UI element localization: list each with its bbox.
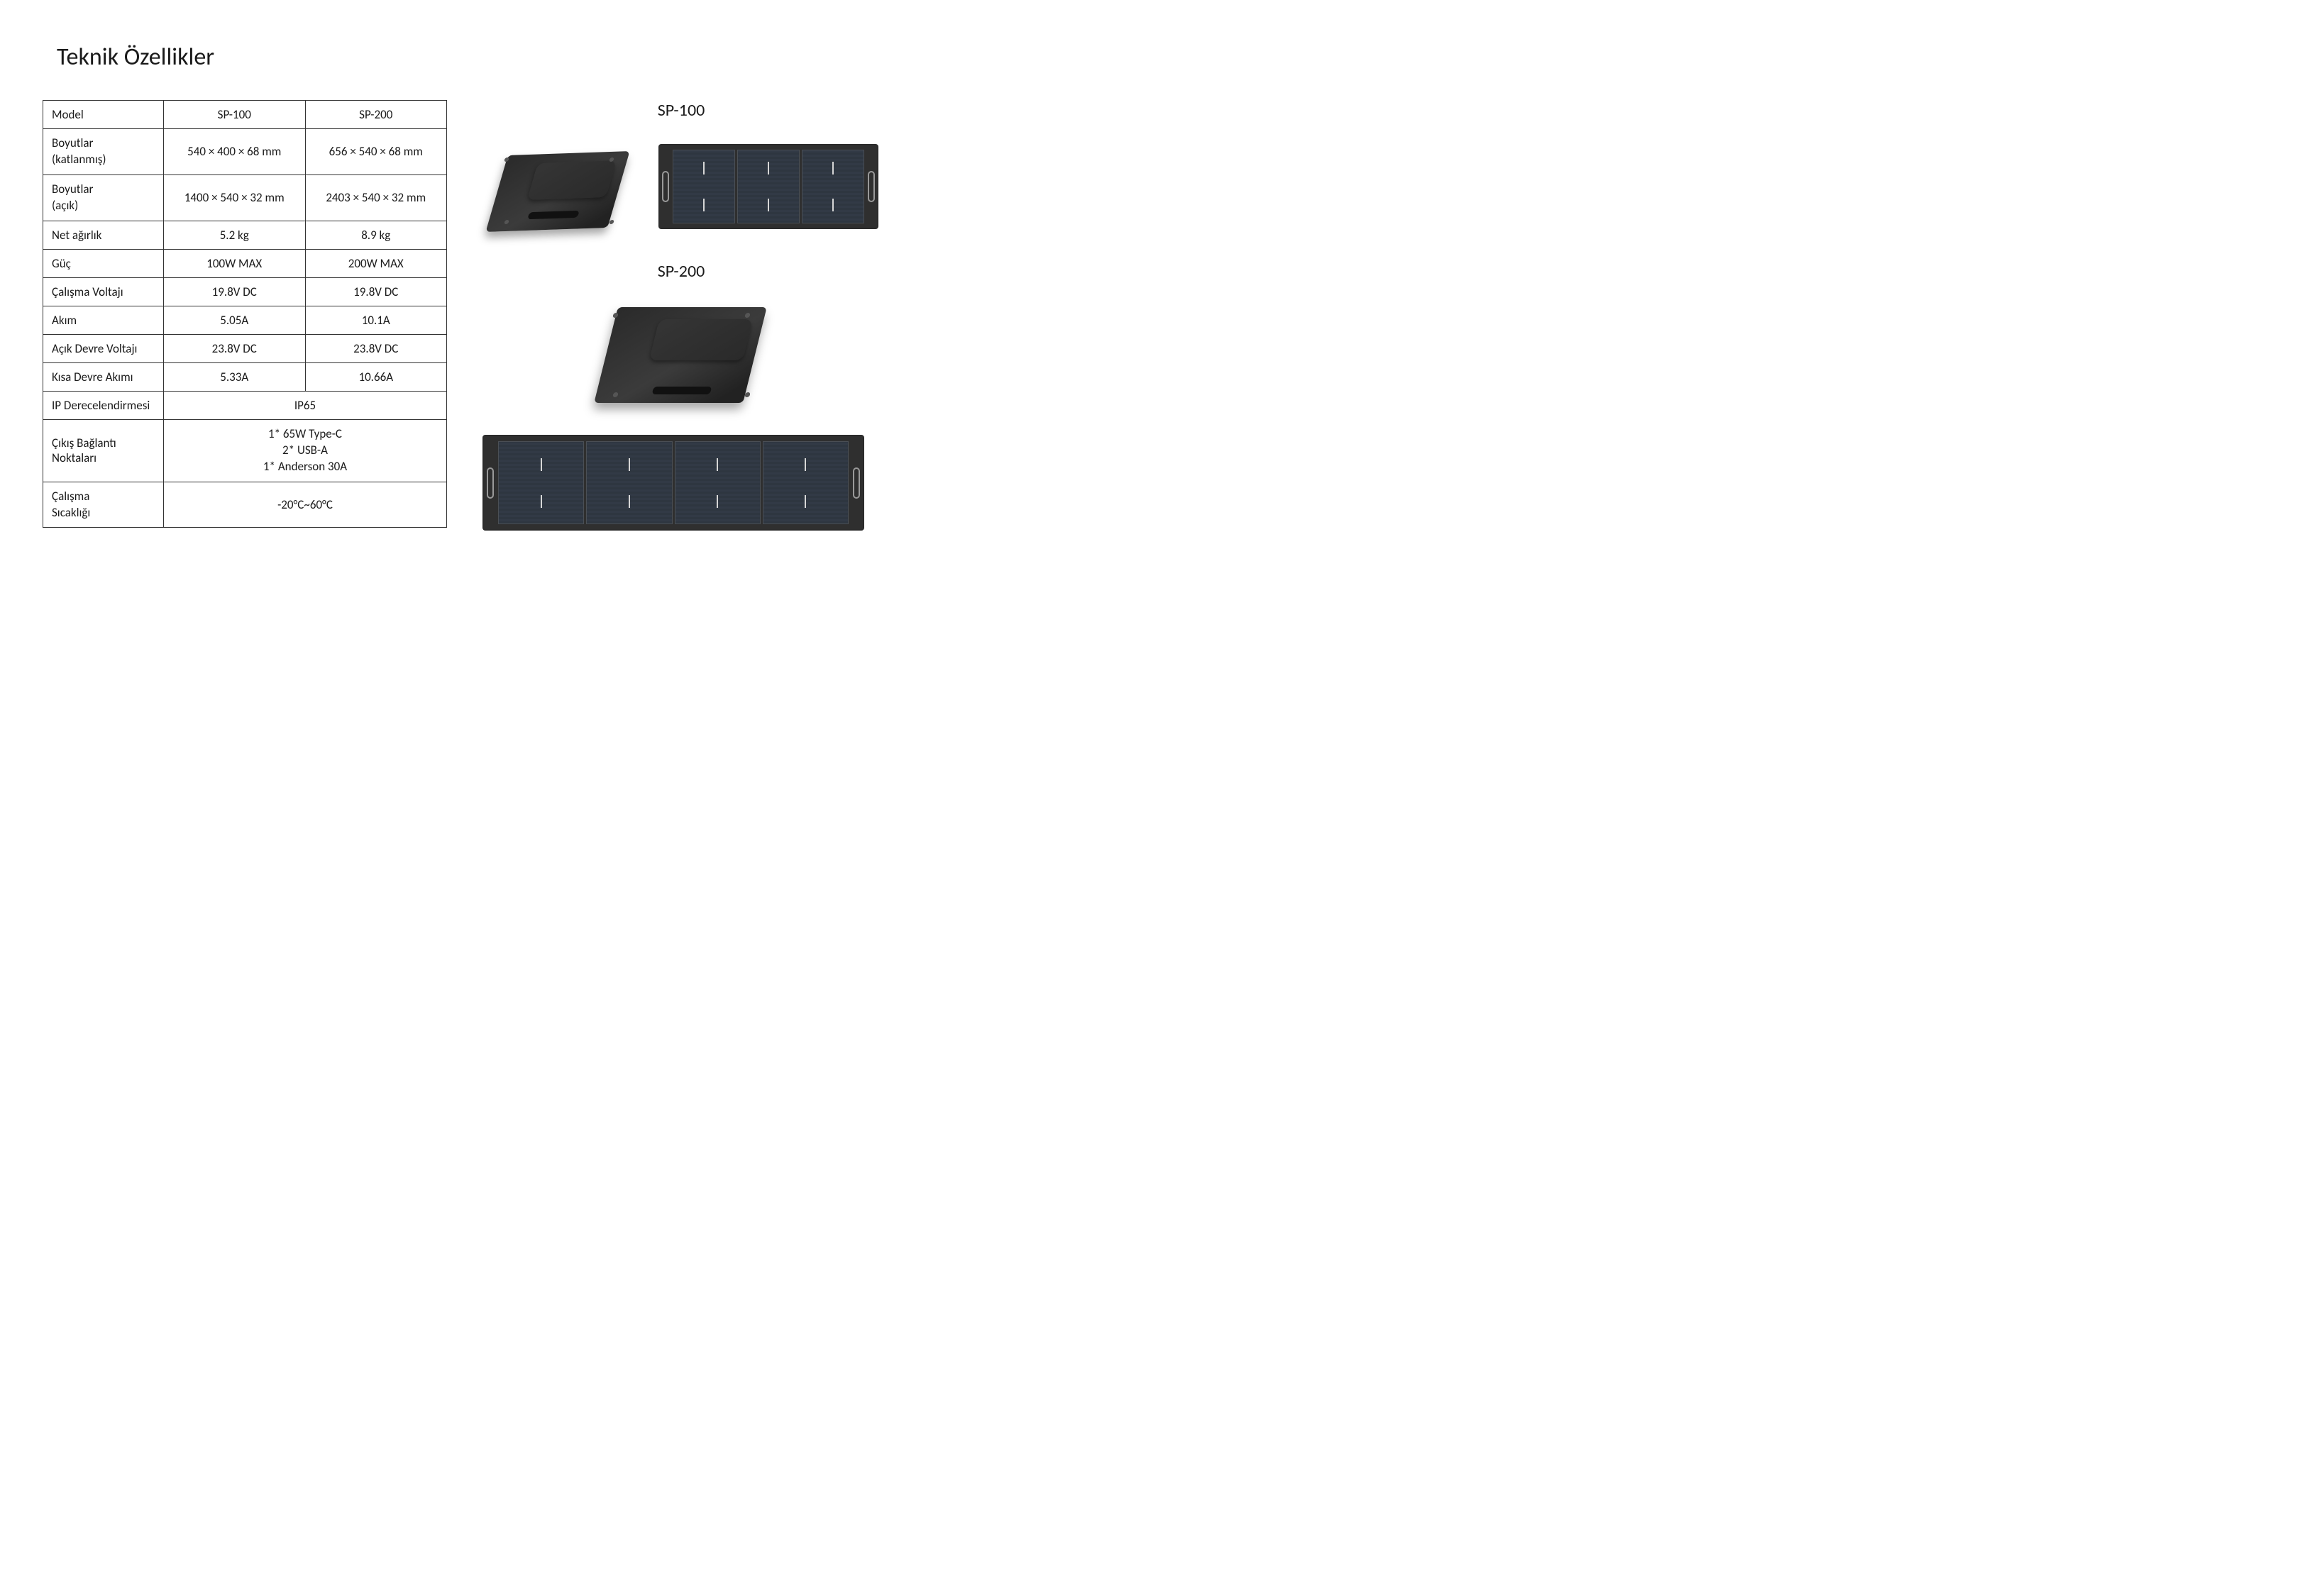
row-label: Net ağırlık: [43, 221, 164, 249]
spec-table-container: Model SP-100 SP-200 Boyutlar(katlanmış) …: [43, 100, 447, 552]
row-label: ÇalışmaSıcaklığı: [43, 482, 164, 528]
cell-sp200: 23.8V DC: [305, 334, 447, 362]
cell-sp100: 23.8V DC: [164, 334, 306, 362]
sp200-title: SP-200: [482, 261, 880, 282]
row-label: IP Derecelendirmesi: [43, 391, 164, 419]
spec-table: Model SP-100 SP-200 Boyutlar(katlanmış) …: [43, 100, 447, 528]
table-row: Çalışma Voltajı 19.8V DC 19.8V DC: [43, 277, 447, 306]
cell-sp100: 540 × 400 × 68 mm: [164, 129, 306, 175]
sp200-folded-illustration: [589, 294, 773, 415]
cell-sp200: 10.1A: [305, 306, 447, 334]
table-row: Boyutlar(katlanmış) 540 × 400 × 68 mm 65…: [43, 129, 447, 175]
row-label: Kısa Devre Akımı: [43, 362, 164, 391]
table-row: Net ağırlık 5.2 kg 8.9 kg: [43, 221, 447, 249]
row-label: Akım: [43, 306, 164, 334]
sp100-title: SP-100: [482, 100, 880, 121]
cell-sp100: 5.2 kg: [164, 221, 306, 249]
sp200-open-illustration: [482, 435, 864, 531]
cell-sp200: 19.8V DC: [305, 277, 447, 306]
table-row: Güç 100W MAX 200W MAX: [43, 249, 447, 277]
page-title: Teknik Özellikler: [57, 43, 880, 72]
sp100-open-illustration: [658, 144, 878, 229]
cell-sp200: 8.9 kg: [305, 221, 447, 249]
cell-sp100: 5.33A: [164, 362, 306, 391]
sp100-block: SP-100: [482, 100, 880, 240]
row-label: Boyutlar(açık): [43, 174, 164, 221]
cell-sp200: 2403 × 540 × 32 mm: [305, 174, 447, 221]
table-row: Açık Devre Voltajı 23.8V DC 23.8V DC: [43, 334, 447, 362]
sp100-folded-illustration: [485, 133, 634, 240]
row-label: Çalışma Voltajı: [43, 277, 164, 306]
table-row: Çıkış Bağlantı Noktaları 1* 65W Type-C2*…: [43, 419, 447, 482]
cell-sp100: 5.05A: [164, 306, 306, 334]
cell-merged: -20°C~60°C: [164, 482, 447, 528]
sp200-block: SP-200: [482, 261, 880, 531]
table-row: Kısa Devre Akımı 5.33A 10.66A: [43, 362, 447, 391]
cell-sp100: 100W MAX: [164, 249, 306, 277]
cell-sp200: SP-200: [305, 101, 447, 129]
cell-sp200: 656 × 540 × 68 mm: [305, 129, 447, 175]
row-label: Model: [43, 101, 164, 129]
row-label: Boyutlar(katlanmış): [43, 129, 164, 175]
cell-sp200: 200W MAX: [305, 249, 447, 277]
cell-sp100: SP-100: [164, 101, 306, 129]
content-layout: Model SP-100 SP-200 Boyutlar(katlanmış) …: [43, 100, 880, 552]
cell-merged: 1* 65W Type-C2* USB-A1* Anderson 30A: [164, 419, 447, 482]
row-label: Çıkış Bağlantı Noktaları: [43, 419, 164, 482]
table-row: Model SP-100 SP-200: [43, 101, 447, 129]
table-row: Akım 5.05A 10.1A: [43, 306, 447, 334]
product-images-column: SP-100 SP-200: [482, 100, 880, 552]
table-row: IP Derecelendirmesi IP65: [43, 391, 447, 419]
row-label: Güç: [43, 249, 164, 277]
table-row: Boyutlar(açık) 1400 × 540 × 32 mm 2403 ×…: [43, 174, 447, 221]
cell-merged: IP65: [164, 391, 447, 419]
cell-sp100: 19.8V DC: [164, 277, 306, 306]
table-row: ÇalışmaSıcaklığı -20°C~60°C: [43, 482, 447, 528]
row-label: Açık Devre Voltajı: [43, 334, 164, 362]
cell-sp200: 10.66A: [305, 362, 447, 391]
cell-sp100: 1400 × 540 × 32 mm: [164, 174, 306, 221]
